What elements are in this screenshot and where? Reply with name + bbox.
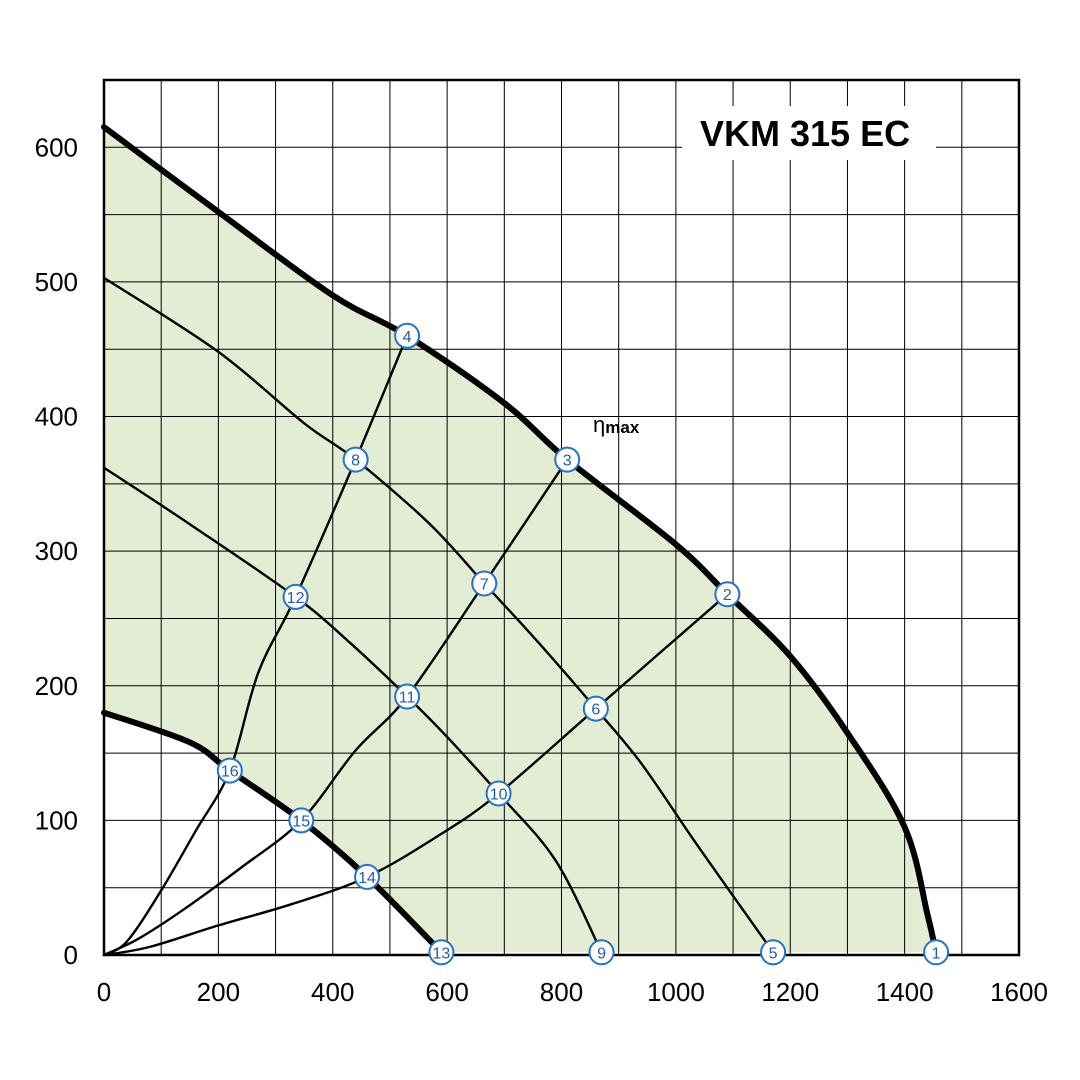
point-marker — [471, 570, 498, 597]
x-tick-label: 1400 — [876, 977, 934, 1007]
grid — [104, 80, 1019, 955]
x-tick-label: 200 — [197, 977, 240, 1007]
point-marker — [714, 581, 741, 608]
fan-curve-1 — [101, 124, 940, 956]
point-label: 10 — [490, 786, 508, 803]
point-label: 1 — [932, 945, 941, 962]
point-label: 4 — [403, 329, 412, 346]
x-tick-label: 400 — [311, 977, 354, 1007]
point-label: 16 — [221, 764, 239, 781]
point-marker — [554, 446, 581, 473]
point-label: 5 — [769, 945, 778, 962]
operating-point-6: 6 — [582, 695, 609, 722]
y-tick-label: 400 — [35, 402, 78, 432]
x-axis-ticks: 0 200 400 600 800 1000 1200 1400 1600 — [97, 977, 1048, 1007]
x-tick-label: 1200 — [761, 977, 819, 1007]
plot-frame — [102, 78, 1021, 957]
eta-max-annotation: ηmax — [593, 412, 640, 437]
operating-point-4: 4 — [394, 322, 421, 349]
point-marker — [216, 757, 243, 784]
point-label: 3 — [563, 453, 572, 470]
point-label: 7 — [480, 576, 489, 593]
operating-point-2: 2 — [714, 581, 741, 608]
y-tick-label: 200 — [35, 671, 78, 701]
operating-point-1: 1 — [923, 939, 950, 966]
point-marker — [288, 807, 315, 834]
point-label: 14 — [358, 870, 376, 887]
title-backdrop — [682, 106, 936, 160]
operating-point-15: 15 — [288, 807, 315, 834]
operating-point-3: 3 — [554, 446, 581, 473]
point-label: 8 — [351, 453, 360, 470]
operating-area — [104, 127, 937, 953]
operating-point-11: 11 — [394, 683, 421, 710]
y-tick-label: 500 — [35, 267, 78, 297]
point-marker — [485, 780, 512, 807]
point-label: 11 — [399, 690, 416, 707]
point-marker — [342, 446, 369, 473]
point-marker — [394, 683, 421, 710]
eta-subscript: max — [605, 418, 640, 437]
point-marker — [428, 939, 455, 966]
point-label: 9 — [597, 945, 606, 962]
operating-point-14: 14 — [354, 863, 381, 890]
eta-symbol: η — [593, 412, 605, 437]
operating-point-12: 12 — [282, 583, 309, 610]
operating-point-8: 8 — [342, 446, 369, 473]
fan-curve-4 — [101, 709, 445, 956]
point-marker — [923, 939, 950, 966]
point-marker — [760, 939, 787, 966]
point-marker — [394, 322, 421, 349]
point-marker — [282, 583, 309, 610]
operating-point-9: 9 — [588, 939, 615, 966]
x-tick-label: 1000 — [647, 977, 705, 1007]
y-tick-label: 100 — [35, 805, 78, 835]
x-tick-label: 600 — [425, 977, 468, 1007]
y-tick-label: 0 — [64, 940, 78, 970]
operating-point-16: 16 — [216, 757, 243, 784]
chart-title: VKM 315 EC — [700, 113, 910, 154]
point-label: 2 — [723, 587, 732, 604]
x-tick-label: 800 — [540, 977, 583, 1007]
operating-point-5: 5 — [760, 939, 787, 966]
point-label: 6 — [591, 702, 600, 719]
point-label: 12 — [287, 590, 305, 607]
operating-point-7: 7 — [471, 570, 498, 597]
point-marker — [588, 939, 615, 966]
point-marker — [582, 695, 609, 722]
point-label: 13 — [433, 945, 451, 962]
point-label: 15 — [292, 813, 310, 830]
point-marker — [354, 863, 381, 890]
y-axis-ticks: 0 100 200 300 400 500 600 — [35, 132, 78, 970]
operating-point-13: 13 — [428, 939, 455, 966]
x-tick-label: 1600 — [990, 977, 1048, 1007]
x-tick-label: 0 — [97, 977, 111, 1007]
y-tick-label: 300 — [35, 536, 78, 566]
operating-point-10: 10 — [485, 780, 512, 807]
y-tick-label: 600 — [35, 132, 78, 162]
